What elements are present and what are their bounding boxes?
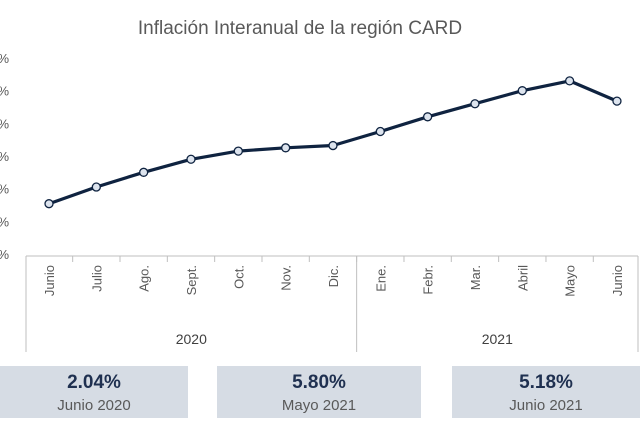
data-point bbox=[564, 76, 575, 86]
summary-card-junio-2021: 5.18% Junio 2021 bbox=[452, 366, 640, 418]
year-label: 2021 bbox=[482, 331, 513, 347]
data-point bbox=[470, 99, 480, 109]
data-point bbox=[91, 182, 101, 192]
x-tick-label: Nov. bbox=[279, 265, 294, 291]
card-value: 5.80% bbox=[292, 372, 346, 393]
data-point bbox=[517, 86, 527, 96]
summary-card-junio-2020: 2.04% Junio 2020 bbox=[0, 366, 188, 418]
card-value: 5.18% bbox=[519, 372, 573, 393]
y-tick-label: % bbox=[0, 149, 9, 164]
y-tick-label: % bbox=[0, 214, 9, 229]
summary-card-mayo-2021: 5.80% Mayo 2021 bbox=[217, 366, 421, 418]
data-point bbox=[422, 112, 433, 122]
data-point bbox=[139, 167, 149, 177]
y-tick-label: % bbox=[0, 84, 9, 99]
x-tick-label: Julio bbox=[89, 265, 104, 292]
y-tick-label: % bbox=[0, 182, 9, 197]
x-tick-label: Abril bbox=[515, 265, 530, 291]
x-tick-label: Ago. bbox=[137, 265, 152, 292]
data-point bbox=[44, 199, 54, 209]
y-tick-label: % bbox=[0, 51, 9, 66]
x-tick-label: Junio bbox=[42, 265, 57, 296]
card-label: Junio 2020 bbox=[57, 397, 131, 414]
x-tick-label: Oct. bbox=[231, 265, 246, 289]
x-tick-label: Sept. bbox=[184, 265, 199, 295]
data-point bbox=[375, 126, 385, 137]
x-tick-label: Ene. bbox=[373, 265, 388, 292]
data-point bbox=[280, 143, 291, 153]
data-point bbox=[328, 140, 338, 151]
card-label: Mayo 2021 bbox=[281, 397, 357, 414]
x-tick-label: Junio bbox=[610, 265, 625, 296]
line-chart: Inflación Interanual de la región CARD %… bbox=[0, 18, 639, 352]
x-tick-label: Dic. bbox=[326, 265, 341, 287]
year-label: 2020 bbox=[176, 331, 207, 347]
card-value: 2.04% bbox=[67, 372, 121, 393]
y-tick-label: % bbox=[0, 247, 9, 262]
card-label: Junio 2021 bbox=[509, 397, 583, 414]
chart-title: Inflación Interanual de la región CARD bbox=[138, 18, 462, 39]
x-tick-label: Febr. bbox=[421, 265, 436, 295]
data-point bbox=[233, 146, 243, 156]
data-point bbox=[186, 154, 196, 164]
x-tick-label: Mayo bbox=[563, 265, 578, 297]
y-tick-label: % bbox=[0, 116, 9, 131]
data-point bbox=[612, 96, 622, 106]
x-tick-label: Mar. bbox=[468, 265, 483, 290]
